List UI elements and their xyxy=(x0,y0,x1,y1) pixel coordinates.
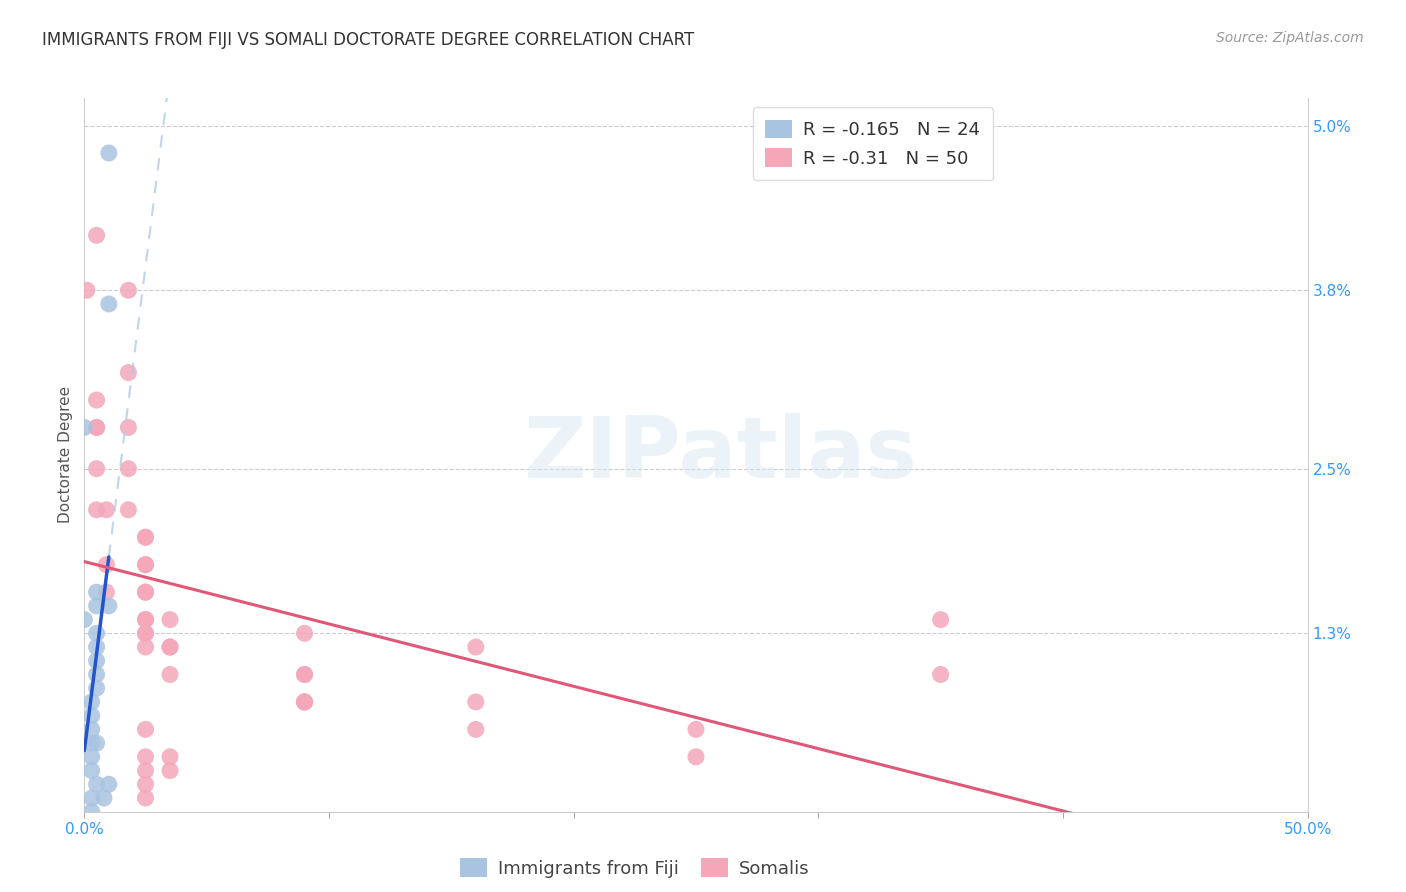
Point xyxy=(86,461,108,475)
Point xyxy=(80,805,103,819)
Point xyxy=(86,681,108,696)
Point xyxy=(135,613,157,627)
Point xyxy=(159,640,181,654)
Point xyxy=(86,640,108,654)
Point xyxy=(135,613,157,627)
Point xyxy=(86,654,108,668)
Legend: Immigrants from Fiji, Somalis: Immigrants from Fiji, Somalis xyxy=(453,851,817,885)
Point xyxy=(80,764,103,778)
Point xyxy=(86,392,108,407)
Point xyxy=(135,791,157,805)
Text: ZIPatlas: ZIPatlas xyxy=(523,413,917,497)
Point xyxy=(135,585,157,599)
Point xyxy=(135,530,157,544)
Point xyxy=(73,613,96,627)
Point xyxy=(117,461,139,475)
Point xyxy=(86,228,108,243)
Point xyxy=(294,695,316,709)
Point xyxy=(135,764,157,778)
Point xyxy=(135,723,157,737)
Point xyxy=(80,723,103,737)
Point xyxy=(93,791,115,805)
Point xyxy=(80,736,103,750)
Point xyxy=(929,613,952,627)
Point xyxy=(464,695,486,709)
Point xyxy=(159,667,181,681)
Point xyxy=(80,791,103,805)
Point xyxy=(86,420,108,434)
Point xyxy=(135,558,157,572)
Point xyxy=(97,297,120,311)
Point xyxy=(135,749,157,764)
Point xyxy=(464,723,486,737)
Point xyxy=(135,558,157,572)
Point xyxy=(159,640,181,654)
Point xyxy=(135,640,157,654)
Point xyxy=(135,777,157,791)
Point xyxy=(73,420,96,434)
Point xyxy=(685,723,707,737)
Point xyxy=(117,283,139,297)
Point xyxy=(86,599,108,613)
Point xyxy=(80,708,103,723)
Point xyxy=(86,626,108,640)
Point xyxy=(294,626,316,640)
Point xyxy=(135,530,157,544)
Point xyxy=(117,503,139,517)
Point xyxy=(96,503,118,517)
Text: Source: ZipAtlas.com: Source: ZipAtlas.com xyxy=(1216,31,1364,45)
Point xyxy=(117,420,139,434)
Point xyxy=(86,667,108,681)
Point xyxy=(76,283,98,297)
Point xyxy=(117,366,139,380)
Point xyxy=(96,558,118,572)
Point xyxy=(464,640,486,654)
Point xyxy=(159,613,181,627)
Point xyxy=(159,764,181,778)
Point xyxy=(929,667,952,681)
Point xyxy=(86,503,108,517)
Point xyxy=(97,777,120,791)
Point xyxy=(294,667,316,681)
Point xyxy=(86,585,108,599)
Point xyxy=(96,585,118,599)
Point xyxy=(135,585,157,599)
Point xyxy=(135,626,157,640)
Text: IMMIGRANTS FROM FIJI VS SOMALI DOCTORATE DEGREE CORRELATION CHART: IMMIGRANTS FROM FIJI VS SOMALI DOCTORATE… xyxy=(42,31,695,49)
Point xyxy=(86,736,108,750)
Point xyxy=(86,420,108,434)
Point xyxy=(294,695,316,709)
Point xyxy=(80,749,103,764)
Point xyxy=(159,749,181,764)
Y-axis label: Doctorate Degree: Doctorate Degree xyxy=(58,386,73,524)
Point xyxy=(86,777,108,791)
Point xyxy=(135,626,157,640)
Point xyxy=(294,667,316,681)
Point xyxy=(685,749,707,764)
Point xyxy=(97,599,120,613)
Point xyxy=(294,695,316,709)
Point xyxy=(80,695,103,709)
Point xyxy=(97,146,120,161)
